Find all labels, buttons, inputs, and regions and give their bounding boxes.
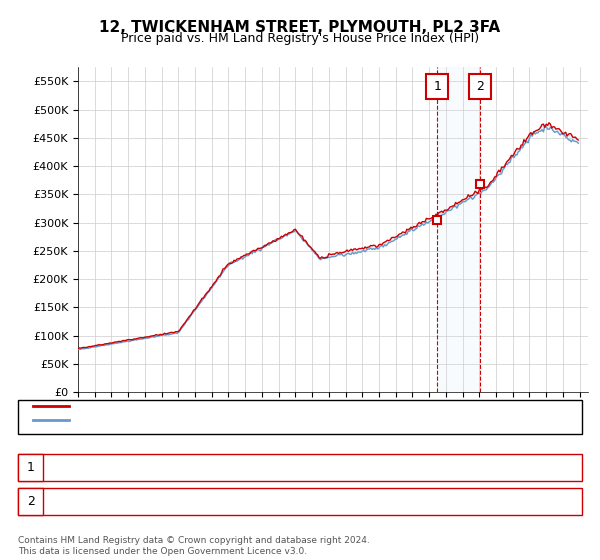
Text: 24-JUN-2016: 24-JUN-2016 — [78, 461, 153, 474]
Text: Price paid vs. HM Land Registry's House Price Index (HPI): Price paid vs. HM Land Registry's House … — [121, 32, 479, 45]
Text: 18-JAN-2019: 18-JAN-2019 — [78, 494, 152, 508]
Text: 1: 1 — [433, 80, 441, 94]
Text: 12, TWICKENHAM STREET, PLYMOUTH, PL2 3FA (detached house): 12, TWICKENHAM STREET, PLYMOUTH, PL2 3FA… — [72, 401, 410, 411]
Bar — [437, 67, 480, 392]
Text: 2: 2 — [26, 494, 35, 508]
Text: 4% ↑ HPI: 4% ↑ HPI — [402, 461, 457, 474]
Text: £304,995: £304,995 — [258, 461, 314, 474]
Text: 12, TWICKENHAM STREET, PLYMOUTH, PL2 3FA: 12, TWICKENHAM STREET, PLYMOUTH, PL2 3FA — [100, 20, 500, 35]
Text: 2: 2 — [476, 80, 484, 94]
Text: £368,000: £368,000 — [258, 494, 314, 508]
Text: Contains HM Land Registry data © Crown copyright and database right 2024.
This d: Contains HM Land Registry data © Crown c… — [18, 536, 370, 556]
Text: 1: 1 — [26, 461, 35, 474]
Text: 15% ↑ HPI: 15% ↑ HPI — [402, 494, 464, 508]
Text: HPI: Average price, detached house, City of Plymouth: HPI: Average price, detached house, City… — [72, 415, 352, 425]
